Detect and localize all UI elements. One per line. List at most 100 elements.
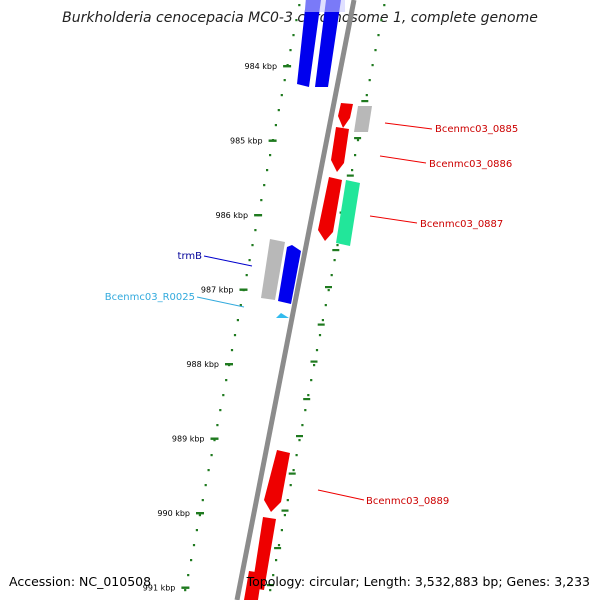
inner-ring-dot [207, 469, 210, 472]
outer-ring-dot [333, 259, 336, 262]
outer-ring-dot [307, 394, 310, 397]
inner-scale-ring [184, 4, 301, 592]
cds-reverse-0885a[interactable] [338, 103, 353, 128]
kbp-tick-mark [254, 214, 263, 217]
outer-ring-dot [313, 364, 316, 367]
accession-text: Accession: NC_010508 [9, 574, 152, 589]
inner-ring-dot [280, 94, 283, 97]
cds-reverse-0886[interactable] [331, 127, 349, 172]
outer-ring-dot [321, 319, 324, 322]
outer-ring-dot [315, 349, 319, 352]
inner-ring-dot [248, 259, 251, 262]
rna-0887[interactable] [336, 180, 360, 246]
inner-ring-dot [292, 34, 295, 37]
outer-ring-dot [377, 34, 380, 37]
kbp-tick-label: 988 kbp [186, 360, 219, 369]
outer-ring-dot [277, 544, 281, 547]
outer-ring-dot [383, 4, 386, 7]
kbp-tick-mark [283, 65, 292, 68]
outer-tick-mark [361, 100, 369, 103]
outer-tick-mark [288, 472, 296, 475]
inner-ring-dot [222, 394, 225, 397]
kbp-tick-label: 984 kbp [244, 62, 277, 71]
inner-ring-dot [219, 409, 222, 412]
outer-ring-dot [280, 529, 283, 532]
inner-ring-dot [283, 79, 286, 82]
kbp-tick-mark [268, 139, 277, 142]
map-title: Burkholderia cenocepacia MC0-3 chromosom… [62, 10, 538, 26]
inner-ring-dot [201, 499, 204, 502]
pseudo-0885[interactable] [354, 106, 372, 132]
inner-ring-dot [225, 379, 228, 382]
gene-label-0889[interactable]: Bcenmc03_0889 [366, 496, 449, 507]
kbp-tick-mark [196, 512, 204, 515]
feature-highlight [305, 0, 345, 12]
inner-ring-dot [190, 559, 193, 562]
kbp-tick-label: 989 kbp [172, 435, 205, 444]
inner-ring-dot [277, 109, 280, 112]
kbp-tick-mark [239, 288, 248, 291]
outer-ring-dot [289, 484, 292, 487]
outer-ring-dot [374, 49, 377, 52]
cds-reverse-0889[interactable] [264, 450, 290, 512]
outer-ring-dot [365, 94, 368, 97]
inner-ring-dot [192, 544, 196, 547]
inner-ring-dot [210, 454, 213, 457]
outer-tick-mark [266, 584, 274, 587]
outer-tick-mark [281, 509, 289, 512]
cds-reverse-lower[interactable] [252, 517, 276, 590]
kbp-ticks: 984 kbp 985 kbp 986 kbp 987 kbp 988 kbp 989 k… [143, 62, 369, 593]
kbp-tick-mark [210, 437, 219, 440]
outer-ring-dot [356, 139, 360, 142]
cds-reverse-0887[interactable] [318, 177, 342, 241]
inner-ring-dot [295, 19, 298, 22]
label-leaders [196, 122, 433, 501]
outer-ring-dot [368, 79, 371, 82]
inner-ring-dot [239, 304, 242, 307]
gene-label-0885[interactable]: Bcenmc03_0885 [435, 124, 518, 135]
outer-ring-dot [301, 424, 304, 427]
outer-tick-mark [310, 360, 318, 363]
inner-ring-dot [266, 169, 269, 172]
gene-label-0887[interactable]: Bcenmc03_0887 [420, 219, 503, 230]
outer-ring-dot [354, 154, 357, 157]
inner-ring-dot [298, 4, 301, 7]
inner-ring-dot [184, 589, 187, 592]
outer-ring-dot [272, 574, 275, 577]
pseudo-trmB[interactable] [261, 239, 285, 300]
cds-reverse-bottom[interactable] [244, 571, 262, 600]
chromosome-backbone [234, 0, 357, 600]
cds-forward-top-1[interactable] [297, 0, 321, 87]
gene-label-0886[interactable]: Bcenmc03_0886 [429, 159, 512, 170]
inner-ring-dot [260, 199, 263, 202]
outer-ring-dot [336, 244, 339, 247]
kbp-tick-mark [181, 586, 190, 589]
inner-ring-dot [251, 244, 254, 247]
outer-ring-dot [324, 304, 327, 307]
outer-ring-dot [269, 589, 272, 592]
inner-ring-dot [263, 184, 266, 187]
gene-label-R0025[interactable]: Bcenmc03_R0025 [105, 292, 195, 303]
trna-R0025[interactable] [276, 313, 289, 318]
gene-label-trmB[interactable]: trmB [178, 251, 203, 262]
outer-ring-dot [286, 499, 289, 502]
kbp-tick-label: 986 kbp [215, 211, 248, 220]
outer-tick-mark [274, 547, 282, 550]
outer-ring-dot [327, 289, 330, 292]
cds-forward-top-2[interactable] [315, 0, 341, 87]
kbp-tick-label: 987 kbp [201, 286, 234, 295]
outer-ring-dot [330, 274, 333, 277]
inner-ring-dot [245, 274, 248, 277]
inner-ring-dot [236, 319, 239, 322]
outer-ring-dot [318, 334, 322, 337]
inner-ring-dot [230, 349, 234, 352]
inner-ring-dot [204, 484, 207, 487]
outer-tick-mark [346, 174, 354, 177]
outer-ring-dot [283, 514, 286, 517]
outer-ring-dot [351, 169, 354, 172]
outer-ring-dot [275, 559, 278, 562]
inner-ring-dot [269, 154, 272, 157]
cds-forward-trmB[interactable] [278, 245, 301, 304]
outer-tick-mark [332, 249, 340, 252]
